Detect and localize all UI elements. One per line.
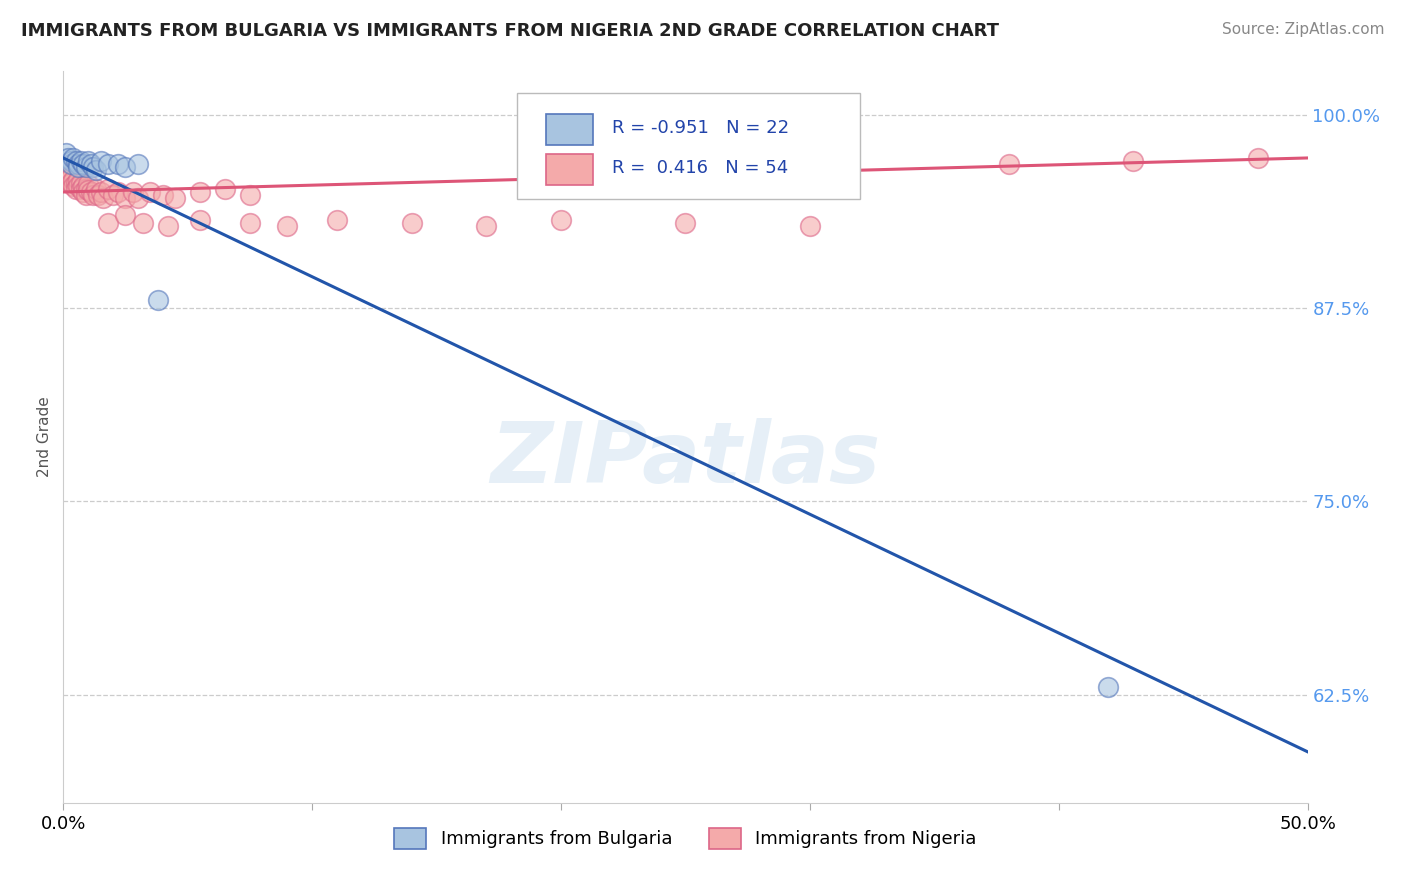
Point (97, 216, 120, 230)
Point (998, 157, 1021, 171)
Point (1122, 154, 1144, 169)
Point (107, 157, 129, 171)
Point (65, 182, 87, 196)
Text: R =  0.416   N = 54: R = 0.416 N = 54 (612, 159, 789, 177)
Point (75, 188, 97, 202)
Point (67, 178, 90, 193)
Point (114, 160, 136, 174)
Point (276, 219, 298, 233)
Point (72, 185, 94, 199)
Point (55, 146, 77, 161)
Point (188, 185, 211, 199)
Point (239, 216, 262, 230)
Point (69, 182, 91, 196)
Bar (546, 114, 593, 145)
Point (67, 157, 90, 171)
Point (77, 178, 100, 192)
Point (67, 172, 90, 186)
Point (91, 191, 114, 205)
Point (58, 172, 80, 186)
Point (59, 157, 82, 171)
Point (90, 154, 112, 169)
FancyBboxPatch shape (517, 94, 859, 200)
Point (114, 208, 136, 222)
Y-axis label: 2nd Grade: 2nd Grade (37, 397, 52, 477)
Point (127, 157, 149, 171)
Point (675, 216, 697, 230)
Point (69, 154, 91, 169)
Point (132, 216, 155, 230)
Point (84, 182, 107, 196)
Point (82, 160, 104, 174)
Point (77, 183, 100, 197)
Point (97, 182, 120, 196)
Point (59, 169, 82, 184)
Legend: Immigrants from Bulgaria, Immigrants from Nigeria: Immigrants from Bulgaria, Immigrants fro… (387, 821, 984, 856)
Point (65, 154, 87, 169)
Point (239, 188, 262, 202)
Point (550, 212, 572, 227)
Point (75, 160, 97, 174)
Point (55, 161, 77, 176)
Text: R = -0.951   N = 22: R = -0.951 N = 22 (612, 119, 789, 136)
Point (799, 219, 821, 233)
Point (72, 178, 94, 193)
Point (114, 191, 136, 205)
Point (62, 172, 84, 186)
Point (82, 188, 104, 202)
Point (97, 157, 120, 171)
Point (84, 163, 107, 178)
Text: IMMIGRANTS FROM BULGARIA VS IMMIGRANTS FROM NIGERIA 2ND GRADE CORRELATION CHART: IMMIGRANTS FROM BULGARIA VS IMMIGRANTS F… (21, 22, 1000, 40)
Point (58, 151, 80, 165)
Point (165, 191, 187, 205)
Point (326, 212, 349, 227)
Point (62, 178, 84, 193)
Point (79, 157, 101, 171)
Point (188, 212, 211, 227)
Point (55, 169, 77, 184)
Point (67, 160, 90, 174)
Point (77, 154, 100, 169)
Point (59, 154, 82, 169)
Point (90, 185, 112, 199)
Point (107, 185, 129, 199)
Point (72, 157, 94, 171)
Point (1247, 151, 1270, 165)
Point (58, 166, 80, 180)
Point (79, 185, 101, 199)
Point (401, 216, 423, 230)
Point (65, 176, 87, 190)
Point (127, 191, 149, 205)
Point (101, 188, 124, 202)
Point (122, 185, 145, 199)
Text: ZIPatlas: ZIPatlas (491, 417, 880, 500)
Point (475, 219, 498, 233)
Point (146, 293, 169, 308)
Point (214, 182, 236, 196)
Point (75, 182, 97, 196)
Point (152, 188, 174, 202)
Point (69, 176, 91, 190)
Point (59, 176, 82, 190)
Text: Source: ZipAtlas.com: Source: ZipAtlas.com (1222, 22, 1385, 37)
Point (139, 185, 162, 199)
Point (87, 188, 110, 202)
Bar (546, 154, 593, 185)
Point (156, 219, 179, 233)
Point (62, 151, 84, 165)
Point (1097, 680, 1119, 694)
